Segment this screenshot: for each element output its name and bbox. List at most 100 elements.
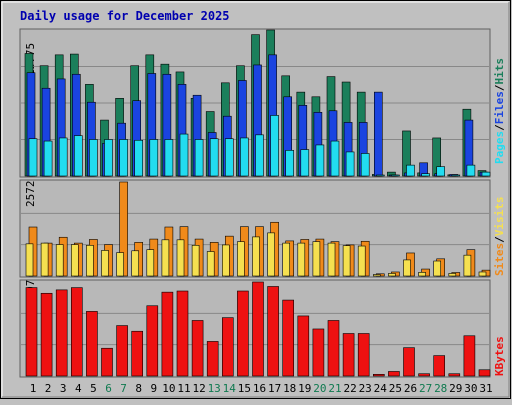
day-label-1: 1 [30, 382, 37, 395]
legend-sites: Sites [493, 243, 506, 276]
hits-pages-bar-day-4 [74, 135, 83, 177]
hits-pages-bar-day-3 [58, 137, 68, 177]
day-label-31: 31 [479, 382, 492, 395]
visits-visits-bar-day-29 [448, 273, 457, 277]
visits-visits-bar-day-23 [357, 245, 366, 277]
day-label-5: 5 [90, 382, 97, 395]
day-label-4: 4 [75, 382, 82, 395]
visits-visits-bar-day-18 [282, 242, 291, 277]
hits-pages-bar-day-13 [209, 138, 219, 177]
kbytes-kbytes-bar-day-26 [403, 347, 415, 377]
day-label-29: 29 [449, 382, 462, 395]
day-label-12: 12 [192, 382, 205, 395]
hits-pages-bar-day-5 [89, 139, 98, 177]
visits-panel: 2572 Sites/Visits [19, 179, 506, 278]
visits-visits-bar-day-14 [222, 244, 230, 277]
day-label-20: 20 [313, 382, 326, 395]
kbytes-kbytes-bar-day-17 [267, 286, 279, 377]
kbytes-kbytes-bar-day-27 [418, 373, 430, 377]
visits-visits-bar-day-7 [116, 252, 124, 277]
day-label-9: 9 [150, 382, 157, 395]
day-label-17: 17 [268, 382, 281, 395]
visits-max-label: 2572 [24, 181, 37, 208]
visits-visits-bar-day-8 [131, 250, 139, 277]
visits-visits-bar-day-11 [176, 239, 185, 277]
day-label-11: 11 [177, 382, 190, 395]
hits-pages-bar-day-16 [255, 134, 264, 177]
visits-visits-bar-day-17 [267, 232, 275, 277]
hits-pages-bar-day-15 [240, 137, 249, 177]
visits-bars [25, 181, 491, 277]
visits-visits-bar-day-21 [327, 242, 336, 277]
kbytes-kbytes-bar-day-25 [388, 371, 400, 377]
kbytes-kbytes-bar-day-4 [71, 287, 83, 377]
legend-sep-1: / [493, 124, 506, 131]
hits-pages-bar-day-10 [164, 139, 174, 177]
day-label-10: 10 [162, 382, 175, 395]
kbytes-kbytes-bar-day-30 [463, 335, 476, 377]
hits-pages-bar-day-11 [179, 133, 189, 177]
hits-pages-bar-day-22 [345, 151, 355, 177]
visits-visits-bar-day-27 [418, 272, 426, 277]
chart-title: Daily usage for December 2025 [20, 9, 230, 23]
legend-hits: Hits [493, 58, 506, 85]
kbytes-kbytes-bar-day-15 [237, 290, 249, 377]
legend-files: Files [493, 91, 506, 124]
hits-pages-bar-day-19 [300, 149, 310, 177]
hits-pages-bar-day-17 [270, 115, 279, 177]
kbytes-kbytes-bar-day-1 [25, 287, 38, 377]
visits-visits-bar-day-30 [463, 254, 472, 277]
kbytes-kbytes-bar-day-24 [372, 374, 385, 377]
day-label-24: 24 [374, 382, 388, 395]
kbytes-kbytes-bar-day-20 [312, 328, 325, 377]
day-label-6: 6 [105, 382, 112, 395]
visits-visits-bar-day-28 [433, 260, 442, 277]
day-label-2: 2 [45, 382, 52, 395]
kbytes-kbytes-bar-day-7 [116, 325, 128, 377]
legend-kbytes: KBytes [493, 336, 506, 376]
hits-pages-bar-day-25 [391, 174, 400, 177]
hits-legend: Pages/Files/Hits [493, 58, 506, 164]
hits-pages-bar-day-1 [28, 138, 38, 177]
hits-pages-bar-day-12 [194, 139, 204, 177]
hits-pages-bar-day-21 [330, 140, 340, 177]
day-labels: 1 2 3 4 5 6 7 8 9 10 11 12 13 14 15 16 17 18 19 20 21 22 23 24 2… [30, 382, 493, 395]
kbytes-bars [25, 281, 491, 377]
kbytes-kbytes-bar-day-5 [86, 311, 98, 377]
hits-pages-bar-day-29 [451, 174, 461, 177]
hits-panel: 15775 Pages/Files/Hits [19, 28, 506, 178]
visits-visits-bar-day-22 [342, 245, 351, 277]
day-label-18: 18 [283, 382, 296, 395]
visits-visits-bar-day-3 [55, 244, 64, 277]
visits-visits-bar-day-24 [372, 274, 381, 277]
kbytes-kbytes-bar-day-18 [282, 299, 295, 377]
day-label-14: 14 [223, 382, 237, 395]
hits-files-bar-day-24 [373, 91, 383, 177]
visits-visits-bar-day-12 [191, 245, 200, 277]
kbytes-kbytes-bar-day-22 [342, 333, 355, 377]
visits-visits-bar-day-10 [161, 239, 170, 277]
visits-visits-bar-day-13 [206, 251, 215, 277]
day-label-3: 3 [60, 382, 67, 395]
kbytes-kbytes-bar-day-23 [357, 333, 370, 377]
hits-pages-bar-day-18 [285, 150, 295, 177]
day-label-16: 16 [253, 382, 266, 395]
kbytes-kbytes-bar-day-16 [252, 281, 264, 377]
kbytes-panel: 1659107 KBytes [19, 279, 506, 378]
hits-pages-bar-day-27 [421, 173, 430, 177]
day-label-26: 26 [404, 382, 417, 395]
visits-visits-bar-day-1 [25, 243, 34, 277]
hits-pages-bar-day-9 [149, 139, 159, 177]
visits-legend: Sites/Visits [493, 197, 506, 277]
visits-visits-bar-day-25 [388, 273, 396, 277]
hits-pages-bar-day-24 [375, 174, 385, 177]
hits-pages-bar-day-2 [43, 140, 53, 177]
kbytes-kbytes-bar-day-21 [327, 320, 340, 377]
day-label-25: 25 [389, 382, 402, 395]
day-label-27: 27 [419, 382, 432, 395]
hits-pages-bar-day-31 [481, 171, 491, 177]
visits-visits-bar-day-31 [478, 271, 487, 277]
kbytes-kbytes-bar-day-11 [176, 290, 189, 377]
